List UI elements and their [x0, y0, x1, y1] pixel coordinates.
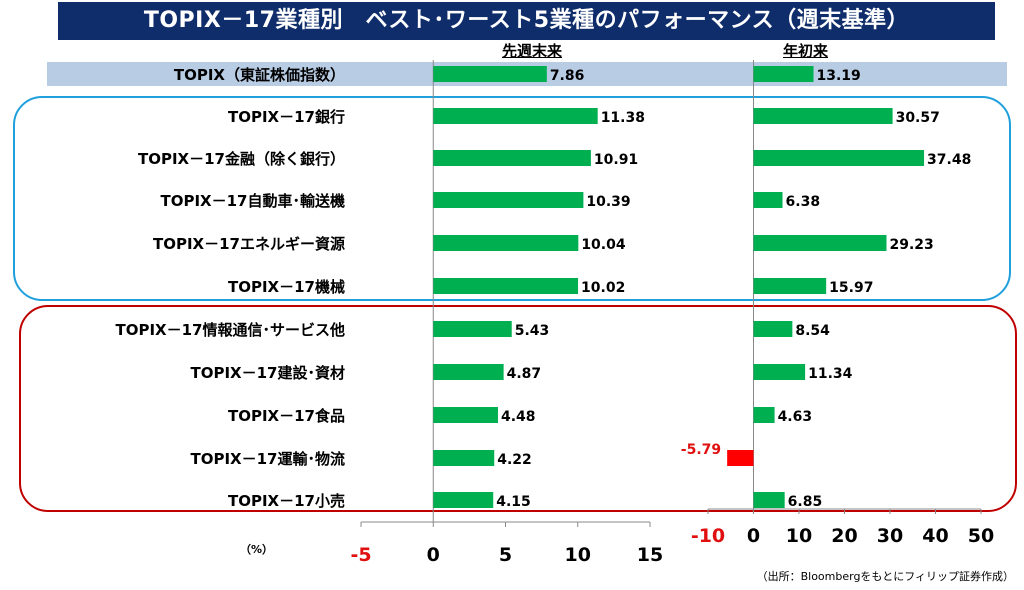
value-label: 10.02	[581, 280, 625, 296]
value-label: 7.86	[550, 68, 585, 84]
value-label: 6.85	[788, 494, 823, 510]
category-label: TOPIX－17情報通信･サービス他	[116, 321, 346, 339]
category-label: TOPIX－17機械	[228, 278, 345, 296]
bar	[727, 450, 754, 466]
x-tick-label: -5	[350, 544, 371, 566]
bar	[433, 192, 584, 208]
value-label: 37.48	[927, 152, 971, 168]
chart-title: TOPIX－17業種別 ベスト･ワースト5業種のパフォーマンス（週末基準）	[58, 2, 995, 40]
value-label: -5.79	[681, 442, 721, 458]
value-label: 15.97	[829, 280, 873, 296]
x-tick-label: 40	[922, 525, 948, 547]
x-tick-label: 20	[831, 525, 857, 547]
category-label: TOPIX－17エネルギー資源	[153, 235, 345, 253]
category-label: TOPIX（東証株価指数）	[174, 66, 345, 84]
bar	[753, 321, 793, 337]
x-tick-label: 0	[747, 525, 760, 547]
worst5-group-box	[19, 305, 1017, 512]
bar	[753, 108, 893, 124]
category-label: TOPIX－17自動車･輸送機	[161, 192, 346, 210]
value-label: 29.23	[889, 237, 933, 253]
best5-group-box	[13, 96, 1011, 301]
category-label: TOPIX－17建設･資材	[191, 364, 346, 382]
bar	[753, 492, 785, 508]
unit-label: （%）	[240, 543, 274, 556]
bar	[753, 66, 814, 82]
x-tick-label: 5	[499, 544, 512, 566]
value-label: 4.87	[507, 366, 542, 382]
x-tick-label: 10	[786, 525, 812, 547]
bar	[433, 108, 598, 124]
bar	[433, 150, 591, 166]
x-tick-label: 15	[637, 544, 663, 566]
bar	[753, 364, 806, 380]
bar	[753, 278, 827, 294]
value-label: 4.15	[496, 494, 531, 510]
category-label: TOPIX－17銀行	[228, 108, 345, 126]
value-label: 6.38	[786, 194, 821, 210]
value-label: 13.19	[817, 68, 861, 84]
category-label: TOPIX－17食品	[228, 407, 345, 425]
x-tick-label: -10	[691, 525, 725, 547]
value-label: 5.43	[515, 323, 550, 339]
x-tick-label: 0	[427, 544, 440, 566]
panel-title-weekly: 先週末来	[502, 42, 563, 60]
value-label: 4.22	[497, 452, 532, 468]
value-label: 11.34	[808, 366, 853, 382]
bar	[433, 492, 494, 508]
source-note: （出所：Bloombergをもとにフィリップ証券作成）	[756, 570, 1014, 583]
category-label: TOPIX－17小売	[228, 492, 345, 510]
value-label: 11.38	[601, 110, 645, 126]
bar	[433, 278, 579, 294]
value-label: 10.91	[594, 152, 638, 168]
value-label: 8.54	[795, 323, 830, 339]
bar	[433, 407, 498, 423]
bar	[433, 364, 504, 380]
value-label: 4.63	[778, 409, 813, 425]
category-label: TOPIX－17金融（除く銀行）	[138, 150, 345, 168]
bar	[753, 407, 775, 423]
value-label: 4.48	[501, 409, 536, 425]
x-tick-label: 30	[877, 525, 903, 547]
value-label: 30.57	[896, 110, 940, 126]
bar	[433, 66, 547, 82]
bar	[753, 150, 925, 166]
x-tick-label: 50	[968, 525, 994, 547]
bar	[433, 235, 579, 251]
bar	[433, 321, 512, 337]
panel-title-ytd: 年初来	[783, 42, 829, 60]
value-label: 10.04	[581, 237, 626, 253]
value-label: 10.39	[586, 194, 630, 210]
bar	[753, 235, 887, 251]
category-label: TOPIX－17運輸･物流	[191, 450, 346, 468]
bar	[433, 450, 495, 466]
x-tick-label: 10	[565, 544, 591, 566]
bar	[753, 192, 783, 208]
